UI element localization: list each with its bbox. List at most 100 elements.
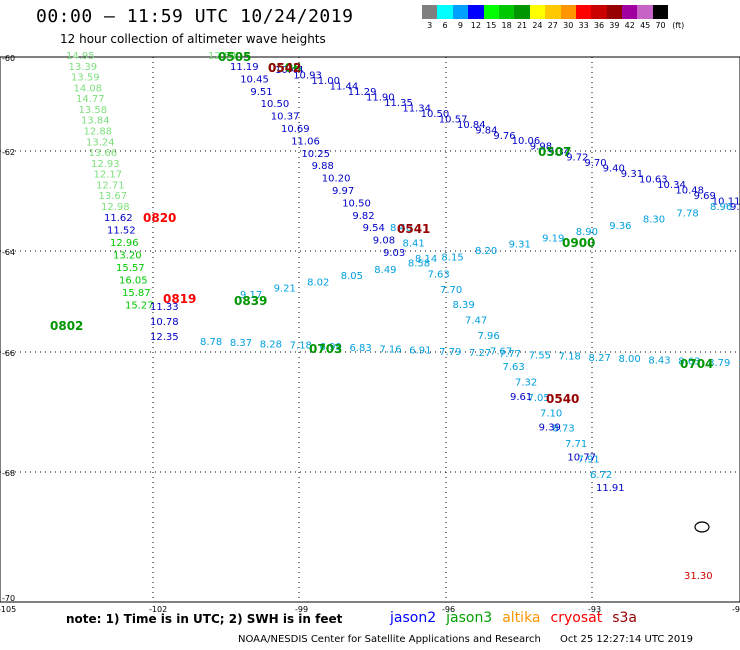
wave-height-value: 8.37 xyxy=(230,338,252,349)
latitude-label: -64 xyxy=(2,248,15,257)
wave-height-value: 8.00 xyxy=(618,354,640,365)
wave-height-value: 9.17 xyxy=(240,290,262,301)
wave-height-value: 9.82 xyxy=(352,211,374,222)
wave-height-value: 7.47 xyxy=(465,316,487,327)
wave-height-value: 11.52 xyxy=(107,226,136,237)
wave-height-value: 7.63 xyxy=(503,362,525,373)
wave-height-value: 10.93 xyxy=(293,70,322,81)
wave-height-value: 8.49 xyxy=(374,265,396,276)
legend-swatch xyxy=(622,5,638,19)
legend-label: 12 xyxy=(470,21,481,30)
wave-height-value: 12.96 xyxy=(110,238,139,249)
wave-height-value: 13.66 xyxy=(89,148,118,159)
wave-height-value: 8.27 xyxy=(589,353,611,364)
legend-swatch xyxy=(606,5,623,19)
legend-label: 18 xyxy=(501,21,512,30)
wave-height-value: 11.19 xyxy=(230,62,259,73)
wave-height-value: 7.05 xyxy=(528,393,550,404)
pass-time-label: 0819 xyxy=(163,292,196,306)
wave-height-value: 8.58 xyxy=(408,259,430,270)
chart-subtitle: 12 hour collection of altimeter wave hei… xyxy=(60,32,326,46)
wave-height-value: 31.30 xyxy=(684,571,713,582)
pass-time-label: 0820 xyxy=(143,211,176,225)
wave-height-value: 7.16 xyxy=(379,344,401,355)
wave-height-value: 9.08 xyxy=(373,236,395,247)
wave-height-value: 12.71 xyxy=(96,180,125,191)
wave-height-value: 9.76 xyxy=(493,131,515,142)
wave-height-values: 14.9513.3913.5914.0814.7713.5813.8412.88… xyxy=(66,51,740,582)
pass-time-label: 0900 xyxy=(562,236,595,250)
wave-height-value: 8.02 xyxy=(307,277,329,288)
wave-height-value: 9.70 xyxy=(584,158,606,169)
wave-height-value: 14.95 xyxy=(66,51,95,62)
legend-swatch xyxy=(422,5,438,19)
wave-height-value: 10.8 xyxy=(738,359,740,370)
wave-height-value: 10.50 xyxy=(261,99,290,110)
legend-label: 70 xyxy=(655,21,666,30)
wave-height-value: 9.69 xyxy=(694,191,716,202)
footnote: note: 1) Time is in UTC; 2) SWH is in fe… xyxy=(66,612,343,626)
wave-height-value: 9.54 xyxy=(363,223,385,234)
satellite-legend: jason2 jason3 altika cryosat s3a xyxy=(390,610,647,626)
satellite-name: cryosat xyxy=(550,610,603,626)
legend-swatch xyxy=(529,5,546,19)
wave-height-value: 14.08 xyxy=(74,83,103,94)
wave-height-value: 14.77 xyxy=(76,94,105,105)
legend-label: 3 xyxy=(427,21,433,30)
pass-time-label: 0507 xyxy=(538,145,571,159)
wave-height-value: 7.10 xyxy=(540,408,562,419)
wave-height-value: 8.05 xyxy=(341,271,363,282)
wave-height-value: 11.91 xyxy=(596,483,625,494)
longitude-label: -93 xyxy=(588,605,601,614)
wave-height-value: 11.62 xyxy=(104,213,133,224)
wave-height-value: 7.77 xyxy=(499,349,521,360)
legend-swatch xyxy=(575,5,592,19)
wave-height-value: 6.91 xyxy=(409,346,431,357)
wave-height-value: 8.14 xyxy=(415,254,437,265)
wave-height-value: 9.51 xyxy=(250,87,272,98)
wave-height-value: 8.15 xyxy=(441,252,463,263)
wave-height-value: 7.70 xyxy=(440,285,462,296)
wave-height-value: 8.20 xyxy=(475,246,497,257)
wave-height-value: 9.98 xyxy=(530,142,552,153)
pass-time-label: 0505 xyxy=(218,50,251,64)
wave-height-value: 12.54 xyxy=(208,51,237,62)
wave-height-value: 10.50 xyxy=(421,109,450,120)
wave-height-value: 7.71 xyxy=(565,439,587,450)
legend-label: 33 xyxy=(578,21,589,30)
wave-height-value: 12.17 xyxy=(94,170,123,181)
legend-swatch xyxy=(591,5,607,19)
wave-height-value: 9.19 xyxy=(542,233,564,244)
wave-height-value: 12.93 xyxy=(91,159,120,170)
longitude-label: -90 xyxy=(732,605,740,614)
wave-height-value: 9.21 xyxy=(274,284,296,295)
latitude-label: -62 xyxy=(2,148,15,157)
legend-swatches xyxy=(422,5,688,19)
wave-height-value: 10.44 xyxy=(275,65,304,76)
latitude-label: -68 xyxy=(2,469,15,478)
legend-swatch xyxy=(483,5,499,19)
wave-height-value: 10.84 xyxy=(457,120,486,131)
legend-swatch xyxy=(545,5,561,19)
map-frame xyxy=(0,56,740,603)
pass-time-label: 0506 xyxy=(268,61,301,75)
wave-height-value: 7.55 xyxy=(529,350,551,361)
legend-label: 6 xyxy=(442,21,448,30)
satellite-name: s3a xyxy=(612,610,637,626)
wave-height-value: 10.57 xyxy=(439,114,468,125)
legend-unit: (ft) xyxy=(672,21,685,30)
latitude-label: -60 xyxy=(2,54,15,63)
wave-height-value: 9.31 xyxy=(730,202,740,213)
legend-swatch xyxy=(560,5,576,19)
wave-height-value: 9.84 xyxy=(475,125,497,136)
wave-height-value: 15.87 xyxy=(122,288,151,299)
longitude-label: -105 xyxy=(0,605,16,614)
wave-height-value: 7.78 xyxy=(676,208,698,219)
island-outline xyxy=(694,521,710,533)
wave-height-value: 6.72 xyxy=(590,470,612,481)
wave-height-value: 11.00 xyxy=(311,76,340,87)
graticule xyxy=(0,57,740,602)
wave-height-value: 10.37 xyxy=(271,112,300,123)
legend-label: 42 xyxy=(624,21,635,30)
